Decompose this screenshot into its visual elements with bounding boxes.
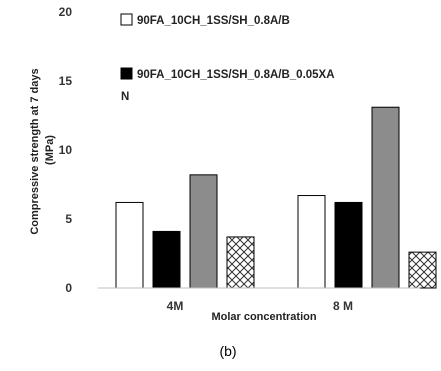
x-axis-label: Molar concentration — [211, 311, 316, 323]
y-tick-label-15: 15 — [59, 74, 73, 88]
y-axis-label-line-2: (MPa) — [44, 135, 56, 165]
bar-series-1-8m — [297, 195, 326, 289]
x-axis-ticks: 4M 8 M — [167, 299, 353, 313]
y-tick-label-5: 5 — [65, 212, 72, 226]
y-tick-label-0: 0 — [65, 281, 72, 295]
bar-series-3-8m — [371, 106, 400, 289]
bars-group — [115, 106, 437, 289]
bar-series-2-8m — [334, 201, 363, 289]
legend-swatch-series-2 — [120, 67, 133, 80]
bar-series-4-4m — [226, 236, 255, 289]
legend: 90FA_10CH_1SS/SH_0.8A/B 90FA_10CH_1SS/SH… — [120, 13, 335, 103]
legend-label-series-1: 90FA_10CH_1SS/SH_0.8A/B — [137, 15, 290, 27]
y-tick-label-20: 20 — [59, 5, 73, 19]
legend-swatch-series-1 — [120, 13, 133, 26]
bar-series-3-4m — [189, 174, 218, 289]
x-tick-label-4m: 4M — [167, 299, 184, 313]
y-axis-label: Compressive strength at 7 days (MPa) — [29, 65, 56, 234]
bar-series-1-4m — [115, 201, 144, 289]
figure-caption: (b) — [219, 343, 236, 359]
y-tick-label-10: 10 — [59, 143, 73, 157]
bar-series-2-4m — [152, 230, 181, 289]
legend-label-series-2: 90FA_10CH_1SS/SH_0.8A/B_0.05XA — [137, 69, 335, 81]
x-tick-label-8m: 8 M — [333, 299, 353, 313]
bar-series-4-8m — [408, 251, 437, 289]
y-axis-ticks: 0 5 10 15 20 — [59, 5, 73, 295]
y-axis-label-line-1: Compressive strength at 7 days — [29, 68, 41, 234]
legend-label-series-2-wrap: N — [121, 91, 129, 103]
